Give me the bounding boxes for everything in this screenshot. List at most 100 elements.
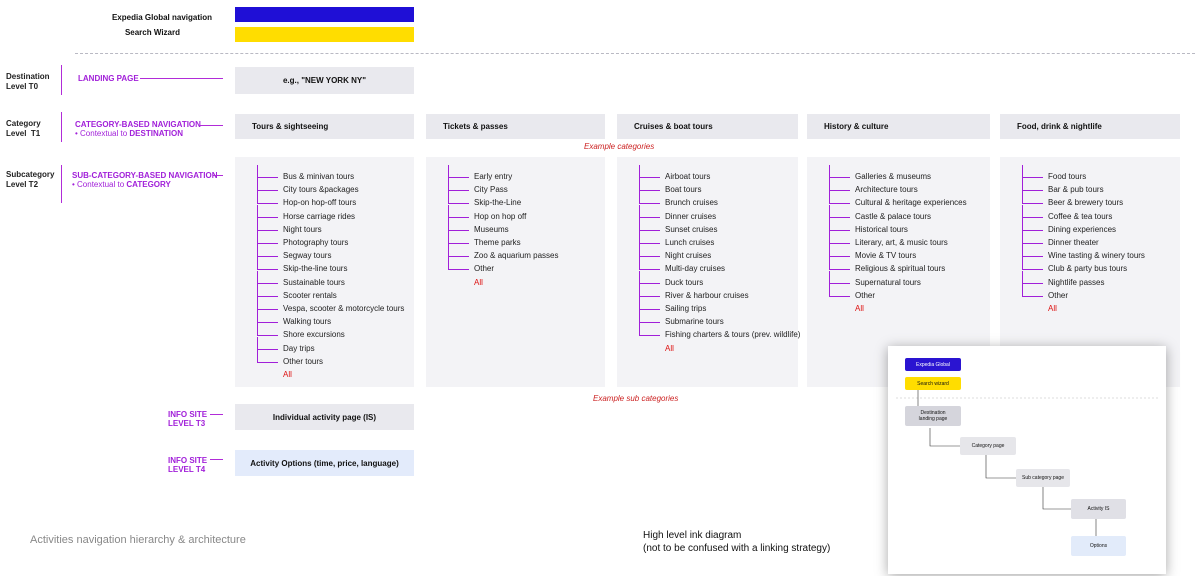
subcategory-item[interactable]: Other: [474, 264, 495, 274]
level-t2-label: Subcategory Level T2: [6, 170, 55, 189]
level-t1-line: [61, 112, 62, 142]
tree-branch: [1022, 231, 1043, 244]
category-nav-label: CATEGORY-BASED NAVIGATION • Contextual t…: [75, 120, 201, 138]
subcategory-item[interactable]: Photography tours: [283, 238, 349, 247]
subcategory-item[interactable]: Dinner theater: [1048, 238, 1099, 247]
subcategory-nav-label: SUB-CATEGORY-BASED NAVIGATION • Contextu…: [72, 171, 217, 189]
subcategory-item[interactable]: Fishing charters & tours (prev. wildlife…: [665, 330, 801, 340]
subcategory-item[interactable]: Beer & brewery tours: [1048, 198, 1124, 208]
subcategory-item[interactable]: Architecture tours: [855, 185, 918, 195]
subcategory-item[interactable]: Horse carriage rides: [283, 211, 356, 221]
landing-connector: [140, 78, 223, 79]
subcategory-item[interactable]: Airboat tours: [665, 172, 711, 181]
subcategory-item[interactable]: Sustainable tours: [283, 277, 345, 287]
tree-branch: [829, 283, 850, 297]
mini-options-box: Options: [1071, 536, 1126, 556]
subcategory-item[interactable]: Movie & TV tours: [855, 251, 917, 261]
level-t1-label: Category Level T1: [6, 119, 41, 138]
subcategory-item[interactable]: Skip-the-Line: [474, 198, 522, 208]
subcategory-item[interactable]: Castle & palace tours: [855, 211, 932, 221]
subcategory-item[interactable]: Dinner cruises: [665, 211, 717, 221]
subcategory-item[interactable]: Literary, art, & music tours: [855, 238, 948, 247]
subcategory-item[interactable]: River & harbour cruises: [665, 290, 749, 300]
subcategory-item[interactable]: Nightlife passes: [1048, 277, 1105, 287]
subcategory-item[interactable]: Historical tours: [855, 224, 908, 234]
subcategory-item[interactable]: Sailing trips: [665, 304, 707, 313]
tree-branch: [639, 323, 660, 337]
subcategory-item[interactable]: Supernatural tours: [855, 277, 921, 287]
subcategory-item[interactable]: Night cruises: [665, 251, 712, 261]
subcategory-item[interactable]: Vespa, scooter & motorcycle tours: [283, 304, 405, 313]
subcategory-item[interactable]: Segway tours: [283, 251, 332, 261]
subcategory-item[interactable]: Bus & minivan tours: [283, 172, 355, 181]
subcategory-item[interactable]: Duck tours: [665, 277, 704, 287]
all-link[interactable]: All: [855, 304, 864, 313]
info-site-t4-label: INFO SITE LEVEL T4: [168, 456, 208, 474]
subcategory-item[interactable]: City Pass: [474, 185, 508, 195]
mini-global-box: Expedia Global: [905, 358, 961, 371]
subcategory-item[interactable]: Early entry: [474, 172, 513, 181]
tree-branch: [257, 336, 278, 350]
destination-box[interactable]: e.g., "NEW YORK NY": [235, 67, 414, 94]
subcategory-item[interactable]: Hop-on hop-off tours: [283, 198, 357, 208]
tree-branch: [639, 297, 660, 310]
subcategory-item[interactable]: Bar & pub tours: [1048, 185, 1104, 195]
subcategory-item[interactable]: Theme parks: [474, 238, 521, 247]
tree-branch: [448, 178, 469, 192]
category-header[interactable]: Cruises & boat tours: [617, 114, 798, 139]
tree-branch: [829, 257, 850, 271]
subcategory-item[interactable]: Submarine tours: [665, 317, 724, 327]
subcategory-item[interactable]: Night tours: [283, 224, 322, 234]
tree-branch: [1022, 191, 1043, 205]
all-link[interactable]: All: [283, 370, 292, 379]
category-header[interactable]: Tours & sightseeing: [235, 114, 414, 139]
subcategory-item[interactable]: Coffee & tea tours: [1048, 211, 1113, 221]
subcategory-item[interactable]: Other: [855, 290, 876, 300]
tree-branch: [639, 310, 660, 324]
all-link[interactable]: All: [665, 343, 674, 353]
subcategory-item[interactable]: Dining experiences: [1048, 224, 1117, 234]
subcategory-item[interactable]: Sunset cruises: [665, 224, 718, 234]
subcategory-item[interactable]: Boat tours: [665, 185, 702, 195]
subcategory-item[interactable]: Food tours: [1048, 172, 1087, 181]
subcategory-item[interactable]: Galleries & museums: [855, 172, 932, 181]
subcategory-item[interactable]: Lunch cruises: [665, 238, 715, 247]
tree-branch: [1022, 283, 1043, 297]
t3-connector: [210, 414, 223, 415]
category-connector: [200, 125, 223, 126]
mini-category-box: Category page: [960, 437, 1016, 455]
info-site-t3-label: INFO SITE LEVEL T3: [168, 410, 208, 428]
tree-branch: [257, 270, 278, 284]
tree-branch: [257, 165, 278, 178]
tree-branch: [257, 178, 278, 192]
tree-branch: [829, 191, 850, 205]
category-header[interactable]: Tickets & passes: [426, 114, 605, 139]
subcategory-item[interactable]: Walking tours: [283, 317, 332, 327]
subcategory-item[interactable]: Brunch cruises: [665, 198, 718, 208]
subcategory-item[interactable]: Museums: [474, 224, 509, 234]
subcategory-item[interactable]: Other tours: [283, 356, 324, 366]
subcategory-item[interactable]: Skip-the-line tours: [283, 264, 348, 274]
subcategory-item[interactable]: Day trips: [283, 343, 315, 353]
subcategory-item[interactable]: Shore excursions: [283, 330, 345, 340]
category-header[interactable]: Food, drink & nightlife: [1000, 114, 1180, 139]
search-wizard-bar: [235, 27, 414, 42]
tree-branch: [257, 283, 278, 297]
subcategory-item[interactable]: Religious & spiritual tours: [855, 264, 946, 274]
activity-options-box[interactable]: Activity Options (time, price, language): [235, 450, 414, 476]
activity-page-box[interactable]: Individual activity page (IS): [235, 404, 414, 430]
all-link[interactable]: All: [1048, 304, 1057, 313]
subcategory-item[interactable]: City tours &packages: [283, 185, 359, 195]
subcategory-item[interactable]: Zoo & aquarium passes: [474, 251, 559, 261]
tree-branch: [829, 178, 850, 192]
subcategory-item[interactable]: Cultural & heritage experiences: [855, 198, 967, 208]
landing-page-label: LANDING PAGE: [78, 74, 139, 83]
subcategory-item[interactable]: Hop on hop off: [474, 211, 527, 221]
subcategory-item[interactable]: Scooter rentals: [283, 290, 337, 300]
all-link[interactable]: All: [474, 277, 483, 287]
subcategory-item[interactable]: Club & party bus tours: [1048, 264, 1128, 274]
subcategory-item[interactable]: Multi-day cruises: [665, 264, 726, 274]
category-header[interactable]: History & culture: [807, 114, 990, 139]
subcategory-item[interactable]: Wine tasting & winery tours: [1048, 251, 1145, 261]
subcategory-item[interactable]: Other: [1048, 290, 1069, 300]
